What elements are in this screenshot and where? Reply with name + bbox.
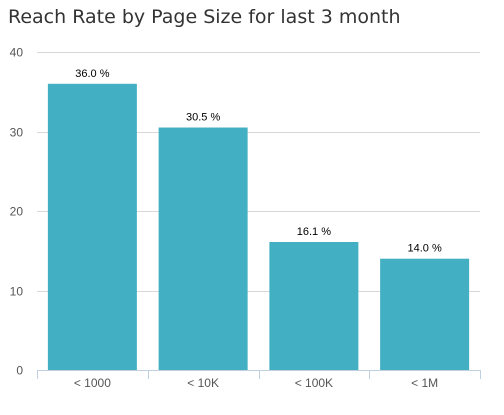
bar <box>380 258 470 370</box>
chart-title: Reach Rate by Page Size for last 3 month <box>8 6 401 28</box>
bar-data-label: 16.1 % <box>297 226 331 238</box>
x-tick-label: < 100K <box>295 376 333 390</box>
x-tick-label: < 1000 <box>74 376 111 390</box>
y-tick-label: 20 <box>10 205 24 219</box>
bar-data-label: 30.5 % <box>186 112 220 124</box>
y-tick-label: 30 <box>10 126 24 140</box>
bars <box>47 83 470 371</box>
bar-data-label: 14.0 % <box>408 243 442 255</box>
y-tick-label: 10 <box>10 285 24 299</box>
bar <box>269 242 359 370</box>
x-tick-label: < 1M <box>411 376 438 390</box>
bar <box>47 83 137 371</box>
x-tick-label: < 10K <box>187 376 219 390</box>
y-tick-label: 40 <box>10 46 24 60</box>
labels: 0 10 20 30 40 36.0 % < 1000 30.5 % < 10K 16.1 % < … <box>10 46 442 391</box>
axes <box>37 370 481 379</box>
bar <box>158 127 248 371</box>
y-tick-label: 0 <box>16 364 23 378</box>
bar-data-label: 36.0 % <box>75 68 109 80</box>
